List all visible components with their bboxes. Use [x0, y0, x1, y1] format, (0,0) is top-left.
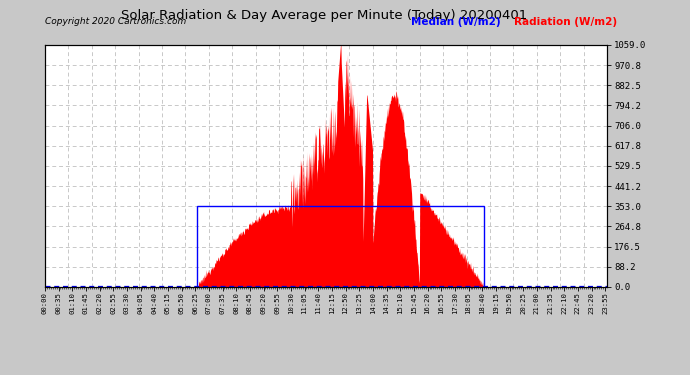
Text: Copyright 2020 Cartronics.com: Copyright 2020 Cartronics.com — [45, 17, 186, 26]
Text: Solar Radiation & Day Average per Minute (Today) 20200401: Solar Radiation & Day Average per Minute… — [121, 9, 527, 22]
Text: Radiation (W/m2): Radiation (W/m2) — [514, 17, 617, 27]
Bar — [197, 206, 484, 287]
Text: Median (W/m2): Median (W/m2) — [411, 17, 500, 27]
